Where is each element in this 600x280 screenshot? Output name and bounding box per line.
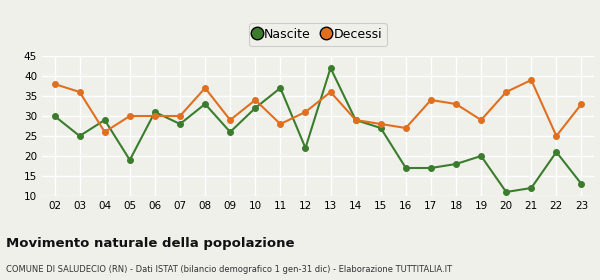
Decessi — [527, 78, 535, 82]
Decessi — [352, 118, 359, 122]
Nascite — [327, 66, 334, 70]
Decessi — [402, 126, 409, 130]
Decessi — [51, 82, 58, 86]
Decessi — [427, 98, 434, 102]
Text: COMUNE DI SALUDECIO (RN) - Dati ISTAT (bilancio demografico 1 gen-31 dic) - Elab: COMUNE DI SALUDECIO (RN) - Dati ISTAT (b… — [6, 265, 452, 274]
Decessi — [377, 122, 385, 126]
Decessi — [76, 90, 83, 94]
Nascite — [76, 134, 83, 138]
Decessi — [202, 86, 209, 90]
Nascite — [478, 154, 485, 158]
Decessi — [302, 110, 309, 114]
Nascite — [427, 166, 434, 170]
Nascite — [51, 114, 58, 118]
Nascite — [377, 126, 385, 130]
Nascite — [151, 110, 158, 114]
Decessi — [578, 102, 585, 106]
Decessi — [126, 114, 133, 118]
Decessi — [327, 90, 334, 94]
Nascite — [452, 162, 460, 166]
Line: Nascite: Nascite — [52, 65, 584, 195]
Nascite — [101, 118, 109, 122]
Nascite — [277, 86, 284, 90]
Nascite — [227, 130, 234, 134]
Decessi — [251, 98, 259, 102]
Decessi — [176, 114, 184, 118]
Nascite — [126, 158, 133, 162]
Decessi — [151, 114, 158, 118]
Decessi — [478, 118, 485, 122]
Decessi — [277, 122, 284, 126]
Line: Decessi: Decessi — [52, 77, 584, 139]
Decessi — [227, 118, 234, 122]
Nascite — [176, 122, 184, 126]
Decessi — [553, 134, 560, 138]
Legend: Nascite, Decessi: Nascite, Decessi — [249, 23, 387, 46]
Nascite — [202, 102, 209, 106]
Decessi — [452, 102, 460, 106]
Decessi — [503, 90, 510, 94]
Nascite — [251, 106, 259, 110]
Nascite — [302, 146, 309, 150]
Nascite — [578, 182, 585, 186]
Text: Movimento naturale della popolazione: Movimento naturale della popolazione — [6, 237, 295, 249]
Nascite — [352, 118, 359, 122]
Nascite — [503, 190, 510, 194]
Nascite — [553, 150, 560, 154]
Nascite — [527, 186, 535, 190]
Decessi — [101, 130, 109, 134]
Nascite — [402, 166, 409, 170]
